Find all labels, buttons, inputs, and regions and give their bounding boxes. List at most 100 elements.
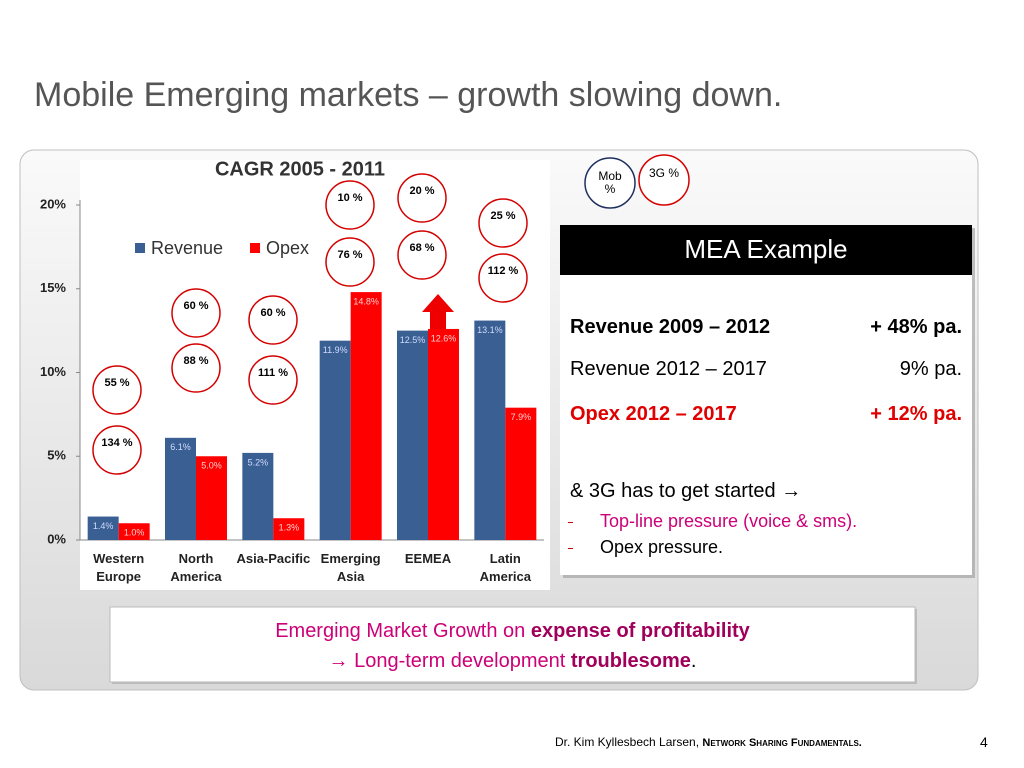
annotation-circle (171, 343, 221, 393)
legend-swatch (250, 243, 260, 253)
callout-box (109, 606, 916, 683)
bar (474, 320, 506, 540)
callout-emphasis: expense of profitability (530, 620, 750, 642)
value-label: 5.0% (201, 461, 222, 471)
bar (505, 407, 537, 540)
footer-author: Dr. Kim Kyllesbech Larsen, (555, 735, 700, 749)
panel-title: MEA Example (684, 234, 847, 264)
value-label: 5.2% (248, 457, 269, 467)
annotation-circle (248, 295, 298, 345)
y-tick-label: 5% (47, 448, 66, 463)
annotation-circle (478, 198, 528, 248)
row-label: Revenue 2012 – 2017 (570, 358, 767, 380)
row: Revenue 2012 – 2017 9% pa. (570, 358, 962, 381)
chart-area (80, 160, 550, 590)
annotation-text: 25 % (490, 210, 516, 222)
bar (273, 518, 305, 540)
annotation-circle (325, 180, 375, 230)
legend-circle (638, 154, 690, 206)
annotation-circle (92, 365, 142, 415)
bullet-dash (568, 548, 573, 549)
up-arrow (422, 294, 454, 330)
row-label: Revenue 2009 – 2012 (570, 316, 771, 338)
annotation-text: 20 % (409, 185, 435, 197)
value-label: 1.0% (124, 528, 145, 538)
annotation-circle (248, 355, 298, 405)
value-label: 7.9% (511, 412, 532, 422)
row: Revenue 2009 – 2012 + 48% pa. (570, 316, 962, 339)
bar (196, 456, 227, 540)
x-tick-label: Asia-Pacific (236, 551, 311, 566)
mea-header (560, 225, 972, 275)
annotation-text: 68 % (409, 242, 435, 254)
bullet: Top-line pressure (voice & sms). (600, 511, 858, 531)
annotation-text: 134 % (101, 437, 133, 449)
annotation-text: 60 % (260, 307, 286, 319)
footer-talk: Network Sharing Fundamentals. (702, 737, 862, 749)
bar (319, 340, 351, 540)
callout-emphasis: troublesome (570, 650, 691, 672)
x-tick-label: North America (170, 551, 222, 584)
bar (87, 516, 119, 540)
mea-panel (560, 225, 972, 575)
annotation-circle (397, 173, 447, 223)
annotation-circle (92, 425, 142, 475)
value-label: 6.1% (170, 442, 191, 452)
bar (242, 452, 274, 540)
slide-title: Mobile Emerging markets – growth slowing… (34, 76, 783, 114)
bullet-dash (568, 522, 573, 523)
value-label: 12.6% (431, 333, 457, 343)
annotation-text: 88 % (183, 355, 209, 367)
bar (350, 292, 382, 540)
x-tick-label: Western Europe (93, 551, 145, 584)
bullet: Opex pressure. (600, 537, 724, 557)
annotation-text: 60 % (183, 300, 209, 312)
row-value: + 12% pa. (870, 403, 962, 425)
annotation-circle (325, 237, 375, 287)
callout-text: → Long-term development (328, 650, 566, 672)
x-tick-label: Latin America (479, 551, 531, 584)
value-label: 12.5% (400, 335, 426, 345)
y-tick-label: 0% (47, 531, 66, 546)
value-label: 11.9% (323, 345, 348, 355)
annotation-text: 76 % (337, 249, 363, 261)
panel-note: & 3G has to get started → (570, 480, 802, 502)
annotation-text: 55 % (104, 377, 130, 389)
bar (118, 523, 150, 540)
annotation-text: 112 % (487, 265, 519, 277)
y-tick-label: 20% (40, 196, 66, 211)
bar (428, 328, 459, 540)
legend-label: Opex (266, 238, 309, 258)
callout-line: Emerging Market Growth on expense of pro… (110, 620, 915, 643)
row-value: + 48% pa. (870, 316, 962, 338)
callout-text: . (690, 650, 697, 672)
legend-circle (584, 157, 636, 209)
annotation-text: 10 % (337, 192, 363, 204)
annotation-text: 111 % (258, 367, 288, 379)
row-value: 9% pa. (899, 358, 962, 380)
callout-line: → Long-term development troublesome. (110, 650, 915, 673)
value-label: 1.4% (93, 521, 114, 531)
footer: Dr. Kim Kyllesbech Larsen, Network Shari… (555, 735, 862, 749)
annotation-circle (478, 253, 528, 303)
page-number: 4 (980, 734, 988, 750)
annotation-circle (397, 230, 447, 280)
legend-circle-text: Mob % (598, 169, 622, 196)
x-tick-label: Emerging Asia (320, 551, 381, 584)
x-tick-label: EEMEA (404, 551, 452, 566)
chart-title: CAGR 2005 - 2011 (215, 158, 385, 180)
callout-text: Emerging Market Growth on (275, 620, 526, 642)
bar (165, 437, 196, 540)
row: Opex 2012 – 2017 + 12% pa. (570, 403, 962, 426)
value-label: 1.3% (279, 523, 300, 533)
y-tick-label: 15% (40, 280, 66, 295)
value-label: 14.8% (353, 296, 379, 306)
y-tick-label: 10% (40, 364, 66, 379)
annotation-circle (171, 288, 221, 338)
legend-swatch (135, 243, 145, 253)
legend-label: Revenue (151, 238, 223, 258)
legend-circle-text: 3G % (648, 166, 679, 180)
value-label: 13.1% (477, 325, 503, 335)
